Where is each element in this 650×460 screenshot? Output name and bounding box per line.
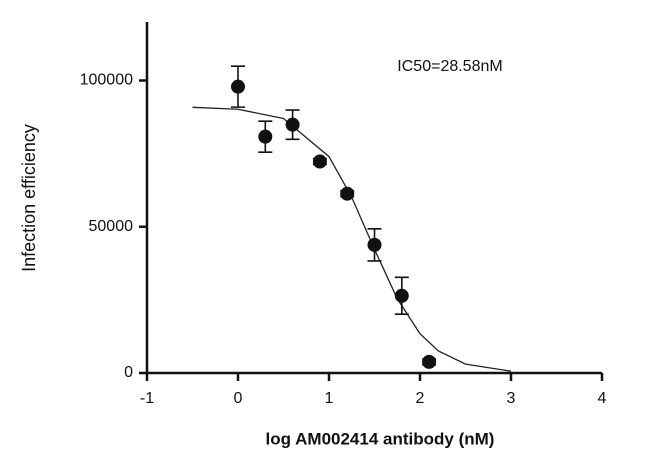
annotation: IC50=28.58nM bbox=[397, 58, 502, 75]
data-point bbox=[340, 186, 355, 201]
data-point bbox=[231, 79, 245, 94]
x-tick-label: 4 bbox=[598, 390, 607, 407]
y-tick-label: 0 bbox=[124, 364, 133, 381]
y-tick-label: 100000 bbox=[80, 72, 133, 89]
x-tick-label: 0 bbox=[234, 390, 243, 407]
data-point bbox=[258, 129, 273, 144]
data-point bbox=[285, 117, 300, 132]
x-tick-label: 1 bbox=[325, 390, 334, 407]
x-tick-label: -1 bbox=[140, 390, 154, 407]
y-axis-title: Infection efficiency bbox=[19, 124, 39, 272]
x-axis-title: log AM002414 antibody (nM) bbox=[266, 429, 495, 448]
x-tick-label: 2 bbox=[416, 390, 425, 407]
x-tick-label: 3 bbox=[507, 390, 516, 407]
fit-curve bbox=[192, 106, 512, 372]
data-point bbox=[422, 354, 437, 369]
data-point bbox=[367, 237, 382, 252]
data-point bbox=[394, 288, 409, 303]
data-point bbox=[312, 154, 327, 169]
y-tick-label: 50000 bbox=[89, 218, 134, 235]
